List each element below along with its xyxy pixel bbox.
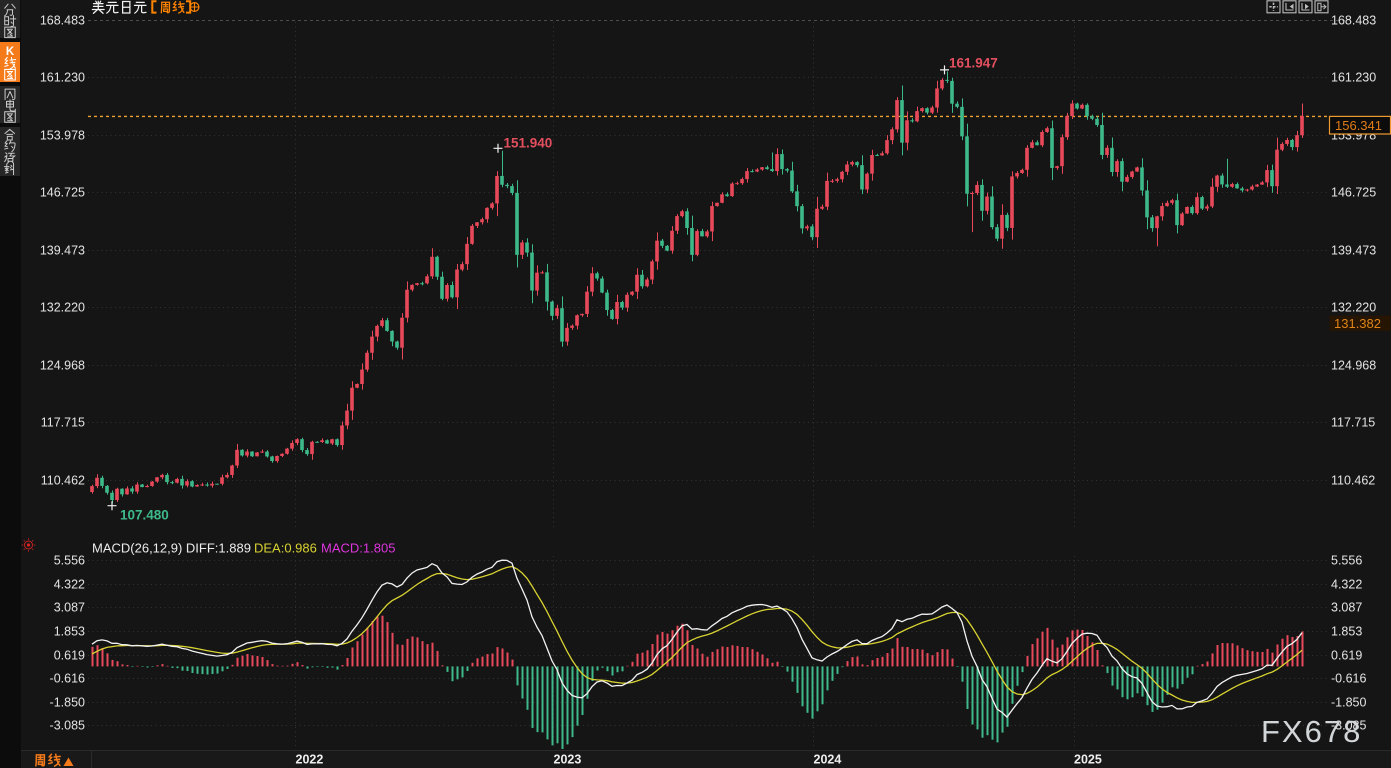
svg-text:-1.850: -1.850 bbox=[50, 696, 85, 710]
svg-text:161.947: 161.947 bbox=[949, 55, 998, 70]
svg-text:2025: 2025 bbox=[1074, 753, 1102, 767]
svg-text:-0.616: -0.616 bbox=[1331, 672, 1366, 686]
svg-text:0.619: 0.619 bbox=[1331, 649, 1362, 663]
svg-text:139.473: 139.473 bbox=[1331, 244, 1376, 258]
svg-text:2022: 2022 bbox=[296, 753, 324, 767]
svg-text:4.322: 4.322 bbox=[1331, 578, 1362, 592]
svg-text:151.940: 151.940 bbox=[504, 135, 553, 150]
svg-text:156.341: 156.341 bbox=[1335, 118, 1382, 133]
svg-text:124.968: 124.968 bbox=[40, 359, 85, 373]
svg-text:DEA:0.986: DEA:0.986 bbox=[254, 541, 317, 556]
svg-text:110.462: 110.462 bbox=[41, 474, 85, 488]
svg-text:2023: 2023 bbox=[554, 753, 582, 767]
svg-text:MACD:1.805: MACD:1.805 bbox=[321, 541, 395, 556]
svg-text:153.978: 153.978 bbox=[40, 129, 85, 143]
svg-text:1.853: 1.853 bbox=[54, 625, 85, 639]
svg-text:4.322: 4.322 bbox=[54, 578, 85, 592]
svg-text:146.725: 146.725 bbox=[40, 186, 85, 200]
svg-text:-0.616: -0.616 bbox=[50, 672, 85, 686]
svg-text:0.619: 0.619 bbox=[54, 649, 85, 663]
svg-text:168.483: 168.483 bbox=[40, 14, 85, 28]
svg-text:1.853: 1.853 bbox=[1331, 625, 1362, 639]
svg-text:K: K bbox=[6, 46, 15, 58]
svg-text:117.715: 117.715 bbox=[41, 416, 85, 430]
svg-text:110.462: 110.462 bbox=[1331, 474, 1375, 488]
svg-text:168.483: 168.483 bbox=[1331, 14, 1376, 28]
svg-text:-1.850: -1.850 bbox=[1331, 696, 1366, 710]
svg-text:146.725: 146.725 bbox=[1331, 186, 1376, 200]
svg-text:124.968: 124.968 bbox=[1331, 359, 1376, 373]
svg-text:2024: 2024 bbox=[814, 753, 842, 767]
svg-text:3.087: 3.087 bbox=[1331, 601, 1362, 615]
svg-text:131.382: 131.382 bbox=[1334, 316, 1381, 331]
svg-text:161.230: 161.230 bbox=[1331, 71, 1376, 85]
svg-text:-3.085: -3.085 bbox=[50, 719, 85, 733]
svg-text:132.220: 132.220 bbox=[40, 301, 85, 315]
svg-text:161.230: 161.230 bbox=[40, 71, 85, 85]
svg-text:-3.085: -3.085 bbox=[1331, 719, 1366, 733]
svg-text:FX678: FX678 bbox=[1261, 714, 1362, 749]
svg-text:132.220: 132.220 bbox=[1331, 301, 1376, 315]
svg-text:139.473: 139.473 bbox=[40, 244, 85, 258]
svg-text:3.087: 3.087 bbox=[54, 601, 85, 615]
svg-text:5.556: 5.556 bbox=[54, 554, 85, 568]
svg-text:MACD(26,12,9) DIFF:1.889: MACD(26,12,9) DIFF:1.889 bbox=[92, 541, 251, 556]
svg-text:107.480: 107.480 bbox=[120, 508, 169, 523]
svg-text:117.715: 117.715 bbox=[1331, 416, 1375, 430]
svg-text:5.556: 5.556 bbox=[1331, 554, 1362, 568]
